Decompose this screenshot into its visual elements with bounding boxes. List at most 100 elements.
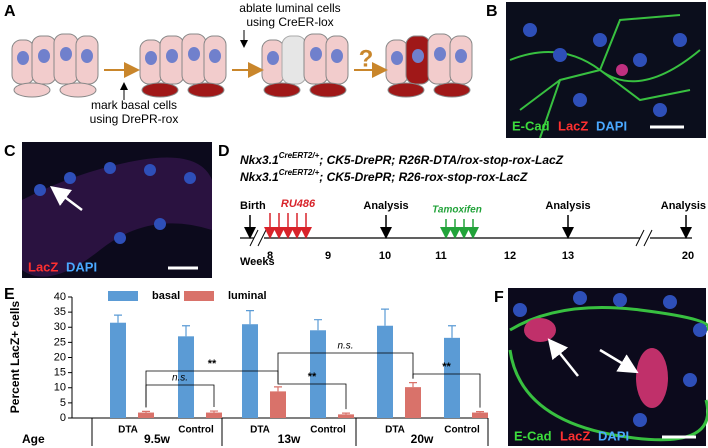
gene: Nkx3.1 [240,170,279,184]
significance-label: n.s. [337,341,353,352]
legend-label: luminal [228,290,267,302]
significance-bracket [277,382,347,410]
stain-label: LacZ [28,259,58,274]
membrane-stain [508,306,708,442]
bar [405,387,421,418]
event-label: Tamoxifen [432,205,482,216]
error-bar [274,386,282,392]
bar [472,412,488,418]
significance-label: ** [308,371,317,383]
y-tick-label: 40 [54,291,66,303]
week-label: 8 [267,250,273,262]
panel-label: E [4,286,15,303]
arrow [547,338,579,377]
stain-label: DAPI [598,428,629,443]
bar [178,336,194,418]
y-tick-label: 5 [60,397,66,409]
bar [444,337,460,418]
y-tick-label: 25 [54,336,66,348]
significance-bracket [412,373,481,408]
error-bar [381,308,389,326]
stain-label: E-Cad [514,428,552,443]
x-tick-label: DTA [118,425,138,436]
event-label: Birth [240,200,266,212]
group-title: Age [22,432,45,446]
annotation: mark basal cells [91,98,177,112]
week-label: 20 [682,250,694,262]
week-label: 11 [435,250,447,262]
lacz-stain [636,348,668,408]
nuclei [513,291,707,427]
panel-label: A [4,3,16,20]
error-bar [114,314,122,323]
error-bar [476,411,484,413]
group-label: 9.5w [144,432,171,446]
y-tick-label: 10 [54,382,66,394]
genotype: Nkx3.1CreERT2/+; CK5-DrePR; R26-rox-stop… [240,168,528,184]
bar-chart: E Percent LacZ+ cells Age 0 5 10 15 20 25 30 35… [4,286,489,446]
lacz-stain [524,318,556,342]
significance-bracket [145,370,279,408]
x-tick-label: DTA [250,425,270,436]
week-label: 9 [325,250,331,262]
annotation: using DrePR-rox [90,112,179,126]
y-tick-label: 0 [60,412,66,424]
error-bar [409,382,417,388]
legend-swatch [108,291,138,301]
error-bar [182,325,190,337]
gene: Nkx3.1 [240,153,279,167]
significance-label: n.s. [172,373,188,384]
x-tick-label: DTA [385,425,405,436]
panel-a: A ? ablate luminal cells using CreER-lox… [4,1,473,126]
arrow [599,348,639,374]
x-tick-label: Control [444,425,480,436]
nuclei [523,23,687,117]
panel-label: F [494,289,504,306]
significance-label: ** [208,358,217,370]
y-tick-label: 30 [54,321,66,333]
arrow [50,186,83,211]
bar [338,414,354,418]
error-bar [314,319,322,331]
stain-label: LacZ [558,118,588,133]
micrograph [508,288,706,446]
week-label: 13 [562,250,574,262]
bar [270,391,286,418]
annotation: using CreER-lox [246,15,333,29]
genotype-rest: ; CK5-DrePR; R26R-DTA/rox-stop-rox-LacZ [319,153,563,167]
y-tick-label: 15 [54,367,66,379]
panel-b: B E-Cad LacZ DAPI [486,2,706,139]
x-tick-label: Control [178,425,214,436]
group-label: 13w [278,432,301,446]
stain-label: E-Cad [512,118,550,133]
y-tick-label: 35 [54,306,66,318]
bar [377,325,393,418]
allele: CreERT2/+ [279,151,320,160]
stain-label: DAPI [596,118,627,133]
bar [110,322,126,418]
event-label: RU486 [281,198,316,210]
genotype-rest: ; CK5-DrePR; R26-rox-stop-rox-LacZ [319,170,528,184]
significance-bracket [277,352,414,383]
error-bar [142,410,150,413]
bar [310,330,326,418]
week-label: 12 [504,250,516,262]
timeline-labels: 8 9 10 11 12 13 20 Weeks Birth RU486 Analysis Tamox… [240,198,706,268]
week-label: 10 [379,250,391,262]
allele: CreERT2/+ [279,168,320,177]
event-label: Analysis [661,200,706,212]
event-label: Analysis [363,200,408,212]
y-tick-label: 20 [54,351,66,363]
error-bar [210,410,218,413]
panel-d: D Nkx3.1CreERT2/+; CK5-DrePR; R26R-DTA/r… [218,143,706,268]
error-bar [246,310,254,325]
panel-label: D [218,143,230,160]
question-mark: ? [359,45,374,72]
panel-f: F E-Cad LacZ DAPI [494,288,708,446]
genotype: Nkx3.1CreERT2/+; CK5-DrePR; R26R-DTA/rox… [240,151,564,167]
panel-c: C LacZ DAPI [4,142,212,278]
significance-label: ** [442,361,451,373]
cell-groups [11,33,473,98]
stain-label: LacZ [560,428,590,443]
